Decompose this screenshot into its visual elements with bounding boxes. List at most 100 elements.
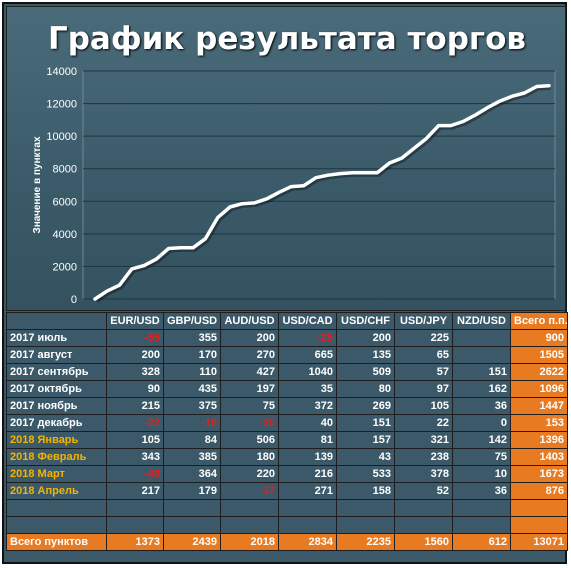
blank-cell — [278, 516, 337, 534]
pair-value-cell — [452, 346, 511, 364]
data-point — [229, 206, 231, 208]
pair-value-cell: 75 — [452, 448, 511, 466]
data-point — [376, 172, 379, 174]
row-label: 2017 ноябрь — [6, 397, 107, 415]
pair-value-cell: 179 — [163, 482, 221, 500]
pair-value-cell: 36 — [452, 397, 511, 415]
data-point — [425, 137, 428, 140]
table-row: 2017 сентябрь 328 110 427 1040 509 57 151 2622 — [6, 363, 568, 381]
table-row: 2017 декабрь -22 -18 -20 40 151 22 0 153 — [6, 414, 568, 432]
y-tick-label: 6000 — [53, 196, 77, 208]
pair-value-cell: 105 — [106, 431, 164, 449]
pair-value-cell: 75 — [220, 397, 279, 415]
totals-row: Всего пунктов 1373 2439 2018 2834 2235 1560 612… — [6, 533, 568, 551]
table-body: 2017 июль -55 355 200 -25 200 225 900 2017 авгус… — [6, 329, 568, 551]
pair-value-cell: 10 — [452, 465, 511, 483]
pair-value-cell: -37 — [220, 482, 279, 500]
pair-value-cell: 665 — [278, 346, 337, 364]
data-point — [180, 246, 182, 249]
data-point — [401, 157, 403, 159]
pair-value-cell: 372 — [278, 397, 337, 415]
blank-cell — [106, 516, 164, 534]
table-row: 2017 август 200 170 270 665 135 65 1505 — [6, 346, 568, 364]
row-label: Всего пунктов — [6, 533, 107, 551]
blank-cell — [220, 499, 279, 517]
pair-value-cell: 52 — [394, 482, 453, 500]
pair-column-header: AUD/USD — [220, 312, 279, 330]
blank-cell — [163, 499, 221, 517]
blank-cell — [510, 516, 568, 534]
data-point — [266, 198, 268, 200]
data-point — [327, 174, 329, 176]
data-point — [388, 162, 391, 164]
row-label: 2017 август — [6, 346, 107, 364]
pair-value-cell: 0 — [452, 414, 511, 432]
pair-value-cell: 612 — [452, 533, 511, 551]
data-point — [204, 237, 207, 240]
data-point — [413, 147, 415, 150]
pair-value-cell: 364 — [163, 465, 221, 483]
table-row: 2018 Февраль 343 385 180 139 43 238 75 1403 — [6, 448, 568, 466]
pair-value-cell: -18 — [163, 414, 221, 432]
data-point — [535, 85, 538, 88]
pair-value-cell: 385 — [163, 448, 221, 466]
data-point — [241, 202, 243, 205]
y-tick-label: 4000 — [53, 229, 77, 241]
blank-cell — [336, 499, 395, 517]
pair-value-cell: 269 — [336, 397, 395, 415]
pair-column-header: GBP/USD — [163, 312, 221, 330]
pair-value-cell: -22 — [106, 414, 164, 432]
pair-value-cell: 216 — [278, 465, 337, 483]
table-row: 2018 Март -48 364 220 216 533 378 10 1673 — [6, 465, 568, 483]
table-row: 2017 ноябрь 215 375 75 372 269 105 36 1447 — [6, 397, 568, 415]
data-point — [106, 290, 109, 292]
pair-value-cell: 217 — [106, 482, 164, 500]
chart-title: График результата торгов — [47, 21, 527, 57]
blank-cell — [163, 516, 221, 534]
blank-cell — [510, 499, 568, 517]
pair-value-cell: 151 — [336, 414, 395, 432]
data-point — [155, 258, 158, 260]
data-point — [118, 284, 121, 287]
pair-value-cell: 22 — [394, 414, 453, 432]
data-point — [94, 298, 96, 300]
row-total-cell: 876 — [510, 482, 568, 500]
pair-value-cell: 2834 — [278, 533, 337, 551]
row-total-cell: 1396 — [510, 431, 568, 449]
data-point — [486, 106, 489, 109]
pair-value-cell: 2235 — [336, 533, 395, 551]
data-point — [143, 264, 145, 267]
pair-value-cell: -20 — [220, 414, 279, 432]
row-label: 2018 Январь — [6, 431, 107, 449]
blank-cell — [278, 499, 337, 517]
data-point — [474, 114, 477, 116]
data-point — [192, 246, 194, 249]
pair-value-cell: 81 — [278, 431, 337, 449]
pair-value-cell: 238 — [394, 448, 453, 466]
pair-column-header: NZD/USD — [452, 312, 511, 330]
data-point — [253, 202, 256, 204]
pair-value-cell: 110 — [163, 363, 221, 381]
y-tick-label: 0 — [71, 294, 77, 306]
blank-cell — [6, 516, 107, 534]
pair-value-cell: 180 — [220, 448, 279, 466]
pair-value-cell: 506 — [220, 431, 279, 449]
data-point — [450, 124, 452, 127]
blank-cell — [452, 499, 511, 517]
row-total-cell: 1673 — [510, 465, 568, 483]
pair-value-cell: 57 — [394, 363, 453, 381]
data-point — [511, 95, 513, 97]
pair-column-header: EUR/USD — [106, 312, 164, 330]
pair-value-cell: 35 — [278, 380, 337, 398]
row-total-cell: 1505 — [510, 346, 568, 364]
blank-cell — [336, 516, 395, 534]
data-point — [499, 100, 501, 102]
pair-value-cell: 427 — [220, 363, 279, 381]
data-point — [339, 172, 342, 175]
data-point — [351, 172, 354, 174]
pair-value-cell: 533 — [336, 465, 395, 483]
pair-value-cell: 375 — [163, 397, 221, 415]
table-row: 2017 октябрь 90 435 197 35 80 97 162 1096 — [6, 380, 568, 398]
data-point — [364, 172, 366, 174]
